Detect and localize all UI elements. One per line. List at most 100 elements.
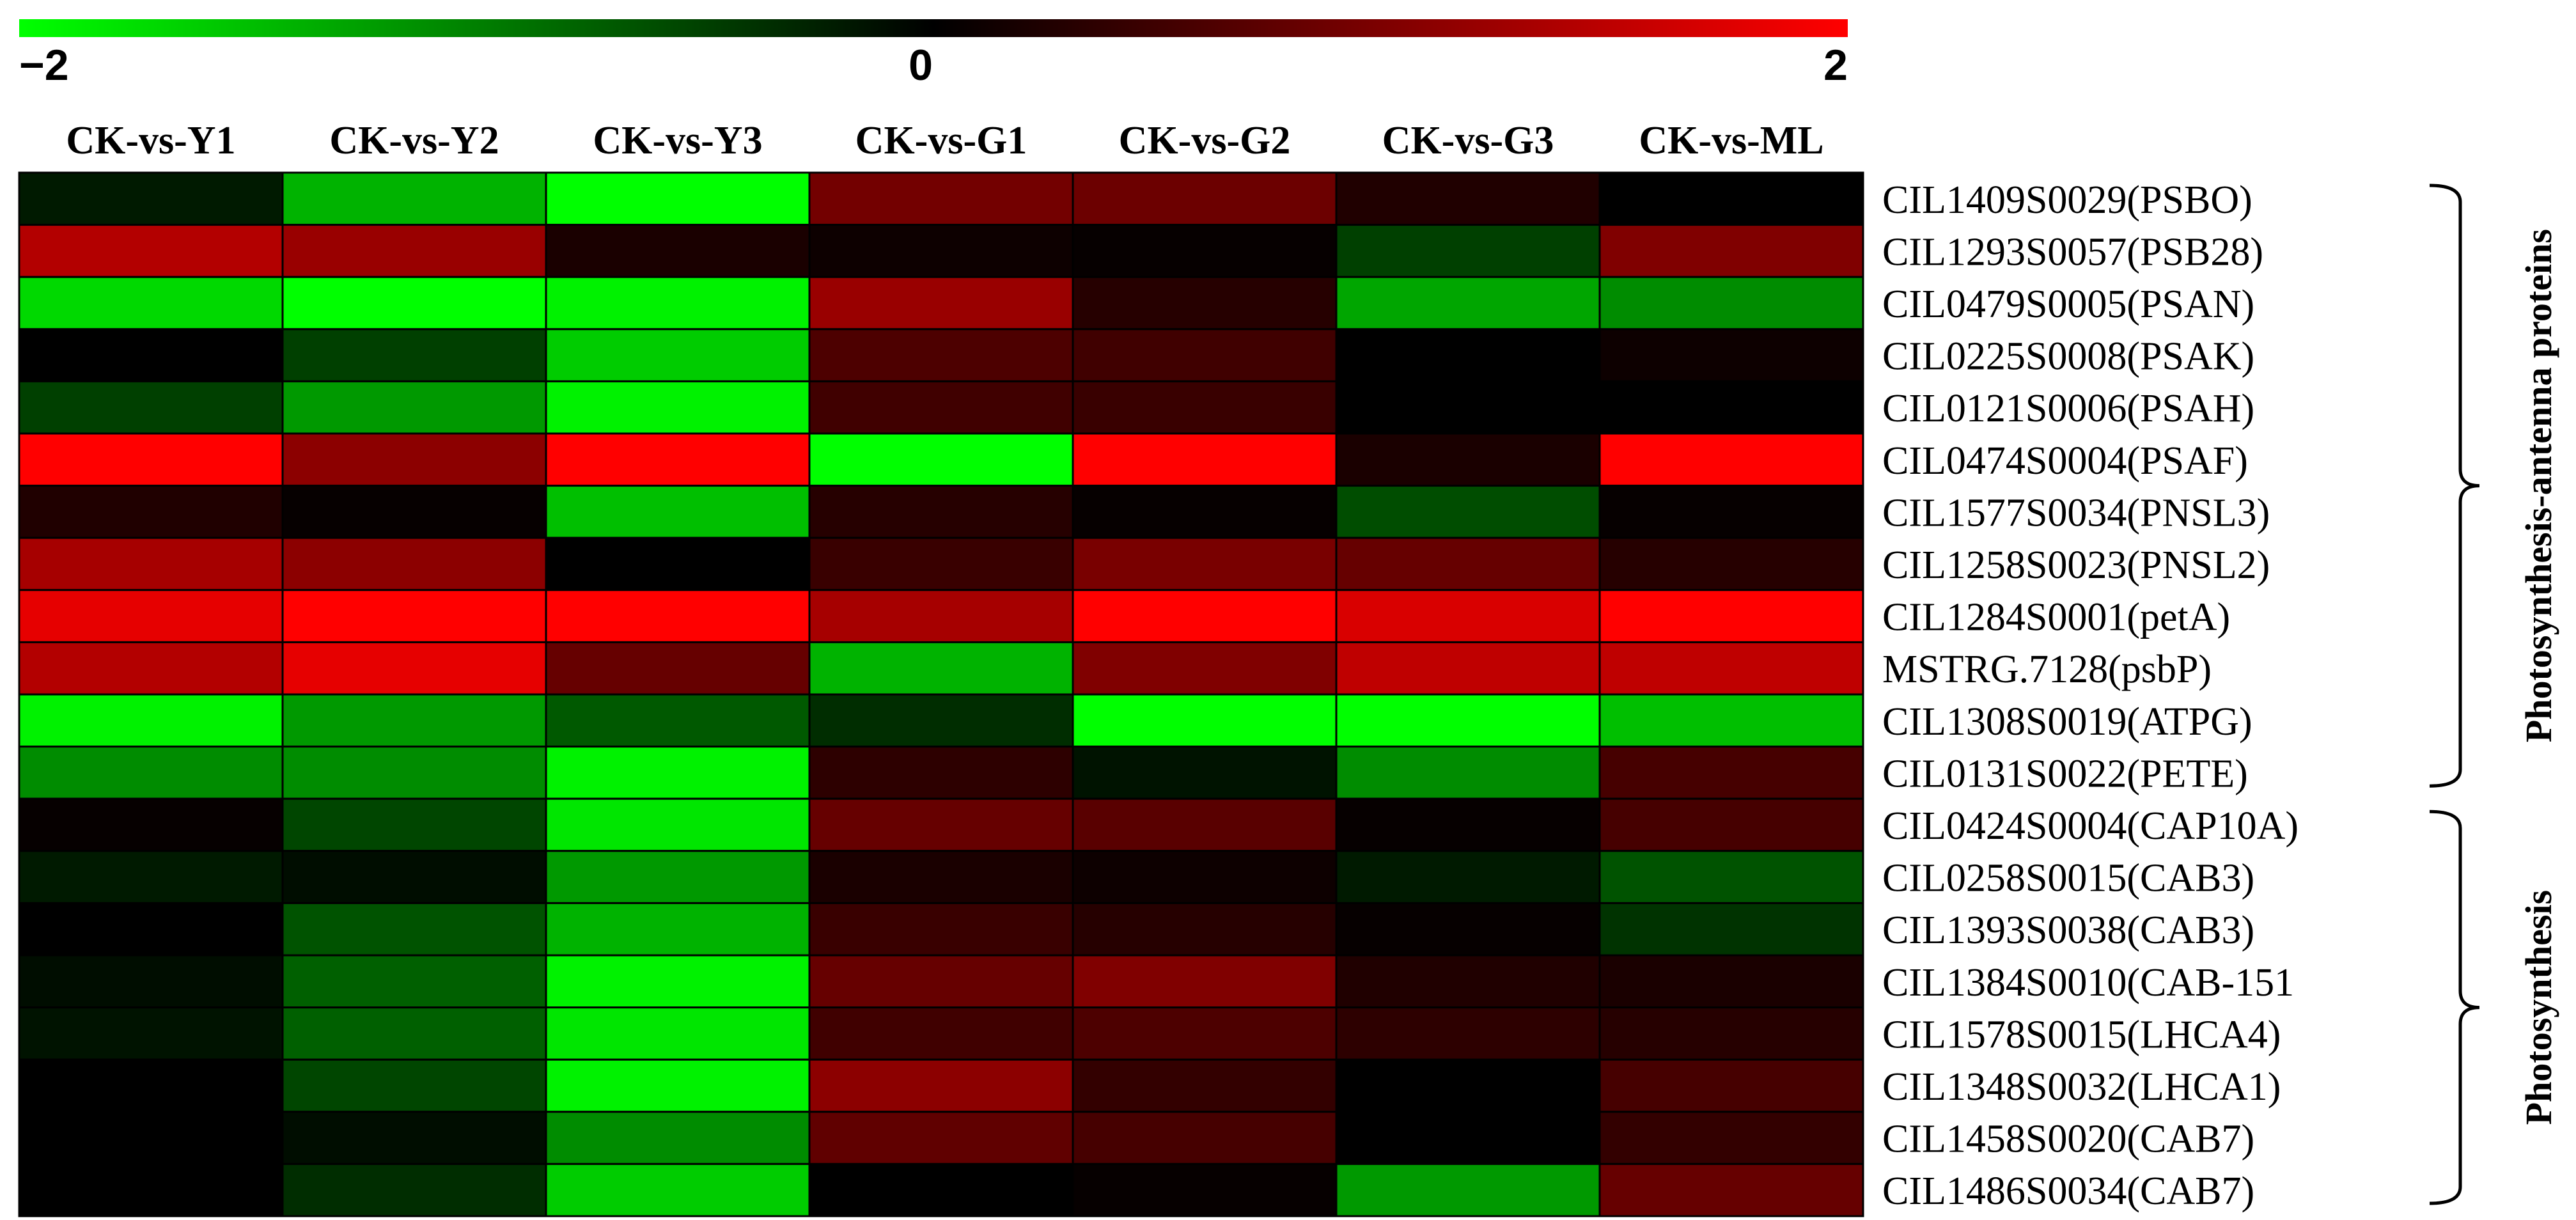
heatmap-cell <box>1072 1006 1338 1061</box>
row-label: CIL0424S0004(CAP10A) <box>1882 804 2299 848</box>
heatmap-cell <box>1072 276 1338 331</box>
heatmap-cell <box>18 536 284 591</box>
heatmap-cell <box>1598 693 1864 748</box>
heatmap-cell <box>281 485 547 539</box>
row-label: CIL0479S0005(PSAN) <box>1882 283 2254 326</box>
heatmap-cell <box>545 1006 811 1061</box>
heatmap-cell <box>545 1111 811 1165</box>
heatmap-cell <box>1072 746 1338 800</box>
heatmap-cell <box>281 797 547 852</box>
heatmap-cell <box>808 485 1074 539</box>
row-label: CIL1409S0029(PSBO) <box>1882 178 2252 222</box>
heatmap-cell <box>281 589 547 643</box>
color-scale-bar <box>19 19 1848 37</box>
heatmap-cell <box>808 328 1074 382</box>
heatmap-cell <box>808 380 1074 435</box>
heatmap-cell <box>545 797 811 852</box>
heatmap-cell <box>281 902 547 957</box>
row-label: MSTRG.7128(psbP) <box>1882 648 2212 691</box>
row-label: CIL1578S0015(LHCA4) <box>1882 1013 2281 1056</box>
heatmap-cell <box>1335 589 1601 643</box>
heatmap-cell <box>1335 276 1601 331</box>
row-labels: CIL1409S0029(PSBO) CIL1293S0057(PSB28) CIL… <box>1882 178 2299 1213</box>
heatmap-cell <box>545 902 811 957</box>
heatmap-cell <box>18 902 284 957</box>
heatmap-cell <box>18 797 284 852</box>
heatmap-cell <box>808 797 1074 852</box>
heatmap-cell <box>18 589 284 643</box>
heatmap-cell <box>1335 171 1601 226</box>
heatmap-cell <box>281 641 547 696</box>
row-label: CIL1258S0023(PNSL2) <box>1882 544 2270 587</box>
heatmap-cell <box>808 902 1074 957</box>
heatmap-cell <box>1598 171 1864 226</box>
heatmap-cell <box>545 954 811 1009</box>
heatmap-cell <box>1335 328 1601 382</box>
heatmap-cell <box>281 746 547 800</box>
heatmap-cell <box>1335 1058 1601 1113</box>
heatmap-cell <box>1072 902 1338 957</box>
heatmap-cell <box>1072 432 1338 487</box>
color-scale-tick-min: −2 <box>19 41 69 90</box>
heatmap-cell <box>545 693 811 748</box>
heatmap-cell <box>808 1006 1074 1061</box>
heatmap-cell <box>808 1111 1074 1165</box>
row-label: CIL0131S0022(PETE) <box>1882 752 2248 795</box>
row-label: CIL1393S0038(CAB3) <box>1882 909 2254 952</box>
heatmap-cell <box>1598 432 1864 487</box>
row-label: CIL1384S0010(CAB-151 <box>1882 961 2294 1005</box>
heatmap-cell <box>545 536 811 591</box>
heatmap-cell <box>1072 1111 1338 1165</box>
heatmap-cell <box>281 171 547 226</box>
heatmap-cell <box>545 328 811 382</box>
heatmap-cell <box>545 171 811 226</box>
heatmap-cell <box>281 536 547 591</box>
heatmap-cell <box>808 1162 1074 1217</box>
heatmap-cell <box>808 276 1074 331</box>
column-label: CK-vs-G3 <box>1382 119 1554 162</box>
heatmap-cell <box>281 276 547 331</box>
heatmap-cell <box>545 746 811 800</box>
row-label: CIL0474S0004(PSAF) <box>1882 439 2248 483</box>
heatmap-cell <box>1335 850 1601 904</box>
heatmap-cell <box>1335 1111 1601 1165</box>
heatmap-cell <box>281 224 547 278</box>
heatmap-cell <box>1335 797 1601 852</box>
heatmap-cell <box>18 432 284 487</box>
heatmap-cell <box>1598 380 1864 435</box>
heatmap-cell <box>808 746 1074 800</box>
row-label: CIL1308S0019(ATPG) <box>1882 700 2252 744</box>
heatmap-cells <box>18 171 1864 1217</box>
heatmap-cell <box>545 850 811 904</box>
heatmap-cell <box>1335 641 1601 696</box>
heatmap-cell <box>1598 536 1864 591</box>
heatmap-cell <box>545 276 811 331</box>
column-labels: CK-vs-Y1 CK-vs-Y2 CK-vs-Y3 CK-vs-G1 CK-vs-G2… <box>66 119 1823 162</box>
column-label: CK-vs-Y3 <box>593 119 762 162</box>
heatmap-cell <box>545 224 811 278</box>
heatmap-cell <box>1598 1006 1864 1061</box>
heatmap-cell <box>281 1006 547 1061</box>
heatmap-cell <box>281 1162 547 1217</box>
heatmap-cell <box>1335 693 1601 748</box>
heatmap-cell <box>1598 797 1864 852</box>
heatmap-cell <box>1335 902 1601 957</box>
heatmap-cell <box>18 380 284 435</box>
column-label: CK-vs-G2 <box>1119 119 1291 162</box>
row-label: CIL1293S0057(PSB28) <box>1882 230 2263 274</box>
heatmap-cell <box>1072 328 1338 382</box>
heatmap-cell <box>18 1006 284 1061</box>
color-scale-tick-max: 2 <box>1823 41 1848 90</box>
color-scale-tick-mid: 0 <box>909 41 933 90</box>
group-label: Photosynthesis-antenna proteins <box>2518 229 2559 742</box>
heatmap-cell <box>18 328 284 382</box>
row-label: CIL1486S0034(CAB7) <box>1882 1169 2254 1213</box>
heatmap-cell <box>808 589 1074 643</box>
heatmap-cell <box>1335 1006 1601 1061</box>
heatmap-cell <box>18 693 284 748</box>
group-bracket <box>2429 809 2480 1205</box>
heatmap-cell <box>545 485 811 539</box>
heatmap-cell <box>1072 850 1338 904</box>
heatmap-cell <box>1335 485 1601 539</box>
